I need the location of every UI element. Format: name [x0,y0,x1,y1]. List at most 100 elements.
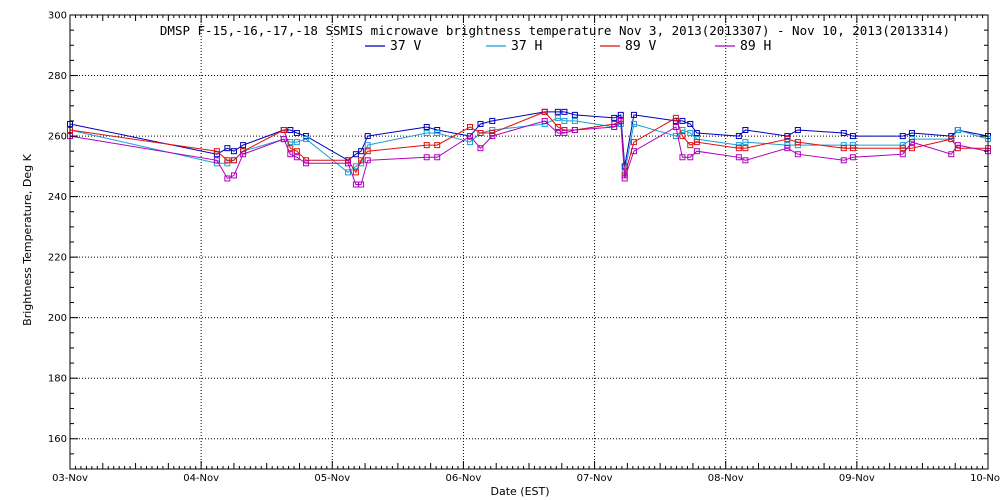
data-point [954,127,961,134]
axis-ticks [69,14,989,469]
data-point [287,127,294,134]
legend-item: 89 V [600,39,656,54]
data-point [358,148,365,155]
data-point [345,160,352,167]
data-point [423,123,430,130]
y-tick-label: 300 [48,11,67,22]
data-point [358,181,365,188]
data-point [794,127,801,134]
legend-label: 89 V [625,39,656,54]
data-point [908,145,915,152]
legend: 37 V 37 H 89 V 89 H [365,39,771,54]
data-point [742,139,749,146]
data-point [554,130,561,137]
data-point [672,133,679,140]
data-point [224,145,231,152]
data-point [693,130,700,137]
data-point [434,142,441,149]
data-point [784,142,791,149]
data-point [784,133,791,140]
legend-item: 89 H [715,39,771,54]
data-point [611,114,618,121]
data-point [554,108,561,115]
grid-lines [70,15,988,469]
legend-item: 37 V [365,39,421,54]
data-point [794,142,801,149]
data-point [477,120,484,127]
legend-label: 89 H [740,39,771,54]
data-point [948,151,955,158]
y-tick-label: 200 [48,313,67,324]
data-point [230,172,237,179]
data-point [352,151,359,158]
data-point [840,130,847,137]
data-point [423,130,430,137]
data-point [849,142,856,149]
data-point [280,136,287,143]
y-tick-label: 260 [48,132,67,143]
data-point [693,148,700,155]
data-point [687,120,694,127]
data-point [693,139,700,146]
data-point [617,117,624,124]
data-point [423,142,430,149]
data-point [477,130,484,137]
data-point [849,154,856,161]
data-point [561,108,568,115]
chart-title: DMSP F-15,-16,-17,-18 SSMIS microwave br… [160,23,950,38]
data-point [541,108,548,115]
data-point [466,139,473,146]
data-point [213,157,220,164]
legend-item: 37 H [486,39,542,54]
data-point [735,154,742,161]
data-point [630,120,637,127]
data-point [794,151,801,158]
data-point [571,111,578,118]
data-point [617,111,624,118]
data-point [240,142,247,149]
data-point [849,145,856,152]
data-point [293,130,300,137]
data-point [352,169,359,176]
data-point [224,157,231,164]
y-tick-label: 160 [48,434,67,445]
data-point [672,123,679,130]
data-point [364,157,371,164]
data-point [908,139,915,146]
data-point [899,133,906,140]
legend-label: 37 V [390,39,421,54]
y-tick-label: 220 [48,253,67,264]
y-tick-label: 180 [48,374,67,385]
data-point [364,148,371,155]
data-point [630,148,637,155]
data-point [742,145,749,152]
data-point [679,154,686,161]
data-point [794,139,801,146]
data-point [840,157,847,164]
data-point [303,136,310,143]
x-tick-label: 03-Nov [52,473,88,484]
data-point [477,145,484,152]
data-point [293,139,300,146]
data-point [434,154,441,161]
data-point [561,117,568,124]
data-point [434,130,441,137]
data-point [784,136,791,143]
data-point [899,142,906,149]
data-point [287,151,294,158]
data-point [784,145,791,152]
data-point [554,114,561,121]
y-axis-title: Brightness Temperature, Deg K [21,153,34,325]
data-point [687,130,694,137]
data-point [954,142,961,149]
data-point [899,151,906,158]
data-point [571,117,578,124]
data-point [541,117,548,124]
data-point [423,154,430,161]
data-point [735,142,742,149]
data-point [554,123,561,130]
data-point [908,130,915,137]
y-tick-label: 280 [48,71,67,82]
